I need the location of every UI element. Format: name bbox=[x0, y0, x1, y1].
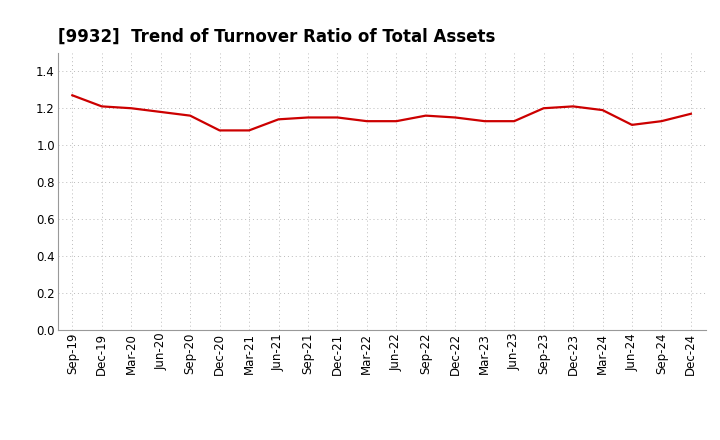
Text: [9932]  Trend of Turnover Ratio of Total Assets: [9932] Trend of Turnover Ratio of Total … bbox=[58, 28, 495, 46]
